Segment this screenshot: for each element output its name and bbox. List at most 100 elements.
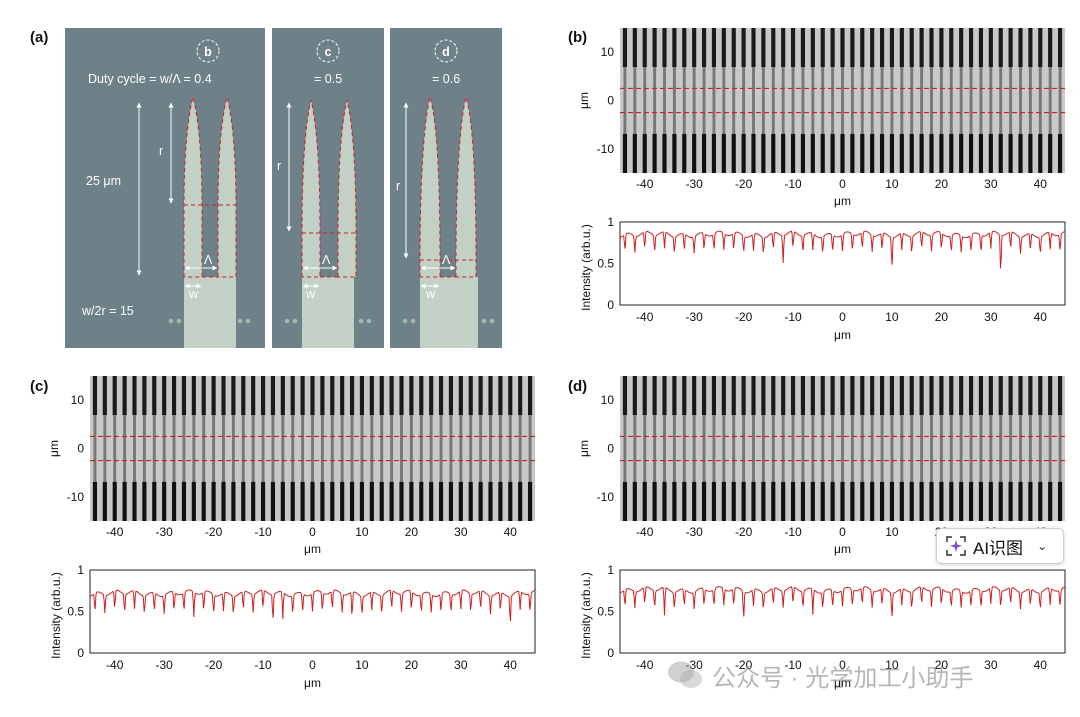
gray-stripe (732, 415, 736, 482)
dark-stripe-top (751, 28, 756, 68)
dark-stripe-bottom (1057, 133, 1063, 173)
gray-stripe (222, 415, 225, 482)
gray-stripe (439, 415, 443, 482)
dark-stripe-top (642, 376, 647, 416)
r-label-b: r (159, 144, 163, 158)
gray-stripe (672, 415, 676, 482)
dark-stripe-bottom (800, 481, 806, 521)
gray-stripe (162, 415, 166, 482)
gray-stripe (969, 415, 973, 482)
gray-stripe (429, 415, 433, 482)
panel-label-a: (a) (30, 29, 49, 46)
image-ytick-d-2: -10 (597, 490, 615, 504)
chart-xtick-b-2: -20 (735, 310, 753, 324)
dark-stripe-top (379, 376, 384, 416)
gray-stripe (1048, 415, 1052, 482)
chevron-down-icon[interactable]: ⌄ (1037, 539, 1048, 553)
chart-frame-c (89, 569, 536, 654)
chart-xtick-d-5: 10 (885, 658, 899, 672)
dark-stripe-top (320, 376, 325, 416)
dark-stripe-bottom (919, 481, 924, 521)
image-xtick-b-0: -40 (636, 177, 654, 191)
gray-stripe (939, 415, 943, 482)
dark-stripe-bottom (1018, 481, 1023, 521)
dark-stripe-top (929, 28, 934, 68)
dark-stripe-bottom (840, 481, 845, 521)
gray-stripe (400, 415, 403, 482)
chart-ytick-c-2: 1 (77, 563, 84, 577)
dark-stripe-bottom (280, 481, 285, 521)
r-label-d: r (396, 179, 400, 193)
gray-stripe (123, 415, 127, 482)
gray-stripe (910, 67, 914, 134)
length-label: 25 μm (86, 174, 121, 188)
gray-stripe (1028, 67, 1032, 134)
dark-stripe-bottom (152, 481, 157, 521)
dark-stripe-top (429, 376, 434, 416)
dark-stripe-bottom (1018, 133, 1023, 173)
gray-stripe (370, 415, 374, 482)
dark-stripe-top (800, 28, 806, 68)
dark-stripes-c (92, 376, 533, 521)
gray-stripe (623, 415, 627, 482)
dark-stripe-bottom (959, 133, 964, 173)
period-label-d: Λ (442, 253, 451, 267)
gray-stripe (419, 415, 423, 482)
gray-stripe (900, 67, 904, 134)
dark-stripe-bottom (761, 133, 766, 173)
gray-stripe (890, 415, 894, 482)
dark-stripe-top (711, 28, 717, 68)
ellipsis-dots-b (168, 318, 251, 324)
image-ylabel-b: μm (577, 92, 591, 109)
dark-stripe-bottom (939, 133, 944, 173)
image-xlabel-d: μm (834, 542, 851, 556)
dark-stripe-bottom (860, 133, 865, 173)
dark-stripe-bottom (310, 481, 315, 521)
gray-stripe (930, 415, 933, 482)
dark-stripe-top (1038, 376, 1043, 416)
gray-stripe (880, 67, 884, 134)
image-ytick-c-1: 0 (77, 442, 84, 456)
gray-stripe (142, 415, 146, 482)
gray-stripe (281, 415, 285, 482)
dark-stripe-top (781, 376, 786, 416)
gray-stripe (722, 67, 726, 134)
dark-stripe-bottom (419, 481, 424, 521)
dark-stripe-bottom (781, 481, 786, 521)
dark-stripe-bottom (527, 481, 533, 521)
gray-stripe (1058, 415, 1062, 482)
gray-stripe (682, 415, 686, 482)
gray-stripe (330, 415, 334, 482)
gray-stripe (742, 67, 746, 134)
grating-c (301, 99, 357, 348)
dark-stripe-top (622, 376, 628, 416)
dark-stripe-bottom (790, 481, 796, 521)
dark-stripe-top (701, 376, 707, 416)
ai-recognize-button[interactable]: AI识图 ⌄ (936, 528, 1064, 564)
gray-stripe (702, 67, 706, 134)
gray-stripe (999, 67, 1003, 134)
dark-stripe-top (300, 376, 305, 416)
dark-stripe-bottom (870, 133, 875, 173)
image-xtick-c-1: -30 (155, 525, 173, 539)
dark-stripe-top (850, 28, 855, 68)
chart-xtick-c-8: 40 (504, 658, 518, 672)
chart-xtick-b-7: 30 (984, 310, 998, 324)
dark-stripe-bottom (632, 481, 637, 521)
dark-stripe-top (751, 376, 756, 416)
dark-stripe-bottom (468, 481, 473, 521)
gray-stripe (449, 415, 453, 482)
gray-stripe (663, 415, 666, 482)
gray-stripe (999, 415, 1003, 482)
dark-stripe-top (919, 376, 924, 416)
dark-stripe-bottom (632, 133, 637, 173)
chart-xtick-b-6: 20 (935, 310, 949, 324)
dark-stripe-bottom (231, 481, 236, 521)
dark-stripe-bottom (409, 481, 414, 521)
dark-stripe-bottom (721, 133, 726, 173)
gray-stripe (702, 415, 706, 482)
dark-stripe-bottom (929, 133, 934, 173)
dark-stripe-bottom (1038, 133, 1043, 173)
gray-stripe (761, 67, 765, 134)
dark-stripe-top (771, 28, 776, 68)
